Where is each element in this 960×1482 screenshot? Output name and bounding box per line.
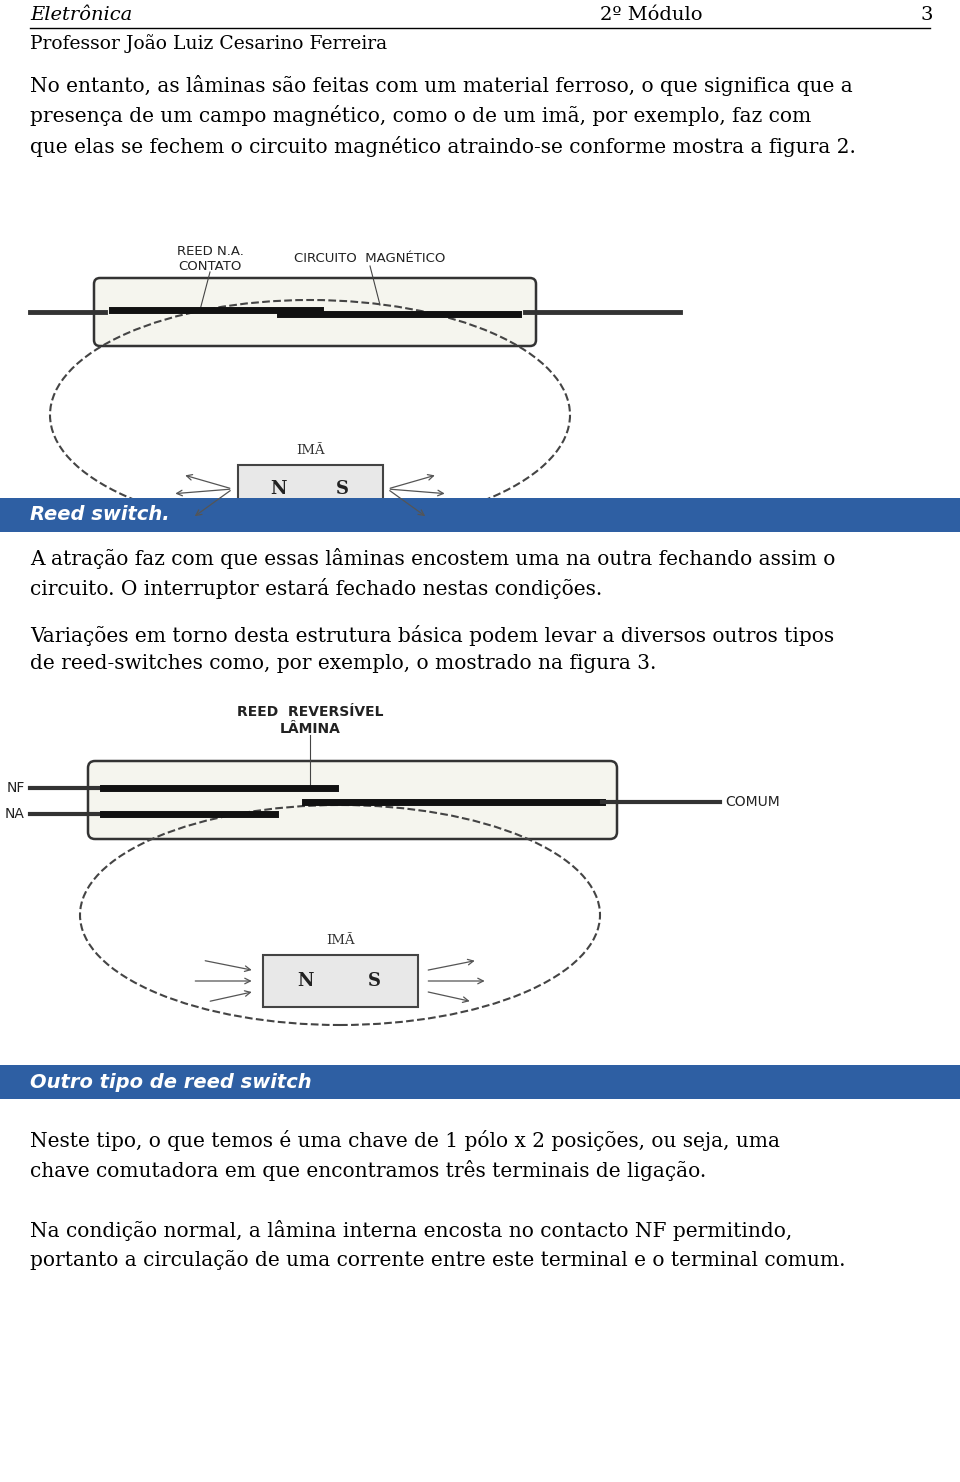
Text: N: N — [298, 972, 314, 990]
Bar — [0, 1066, 960, 1100]
Text: No entanto, as lâminas são feitas com um material ferroso, o que significa que a: No entanto, as lâminas são feitas com um… — [30, 76, 856, 157]
FancyBboxPatch shape — [88, 760, 617, 839]
Text: S: S — [368, 972, 380, 990]
Text: Na condição normal, a lâmina interna encosta no contacto NF permitindo,
portanto: Na condição normal, a lâmina interna enc… — [30, 1220, 846, 1270]
Text: Variações em torno desta estrutura básica podem levar a diversos outros tipos
de: Variações em torno desta estrutura básic… — [30, 625, 834, 673]
Text: S: S — [335, 480, 348, 498]
Text: LÂMINA: LÂMINA — [279, 722, 341, 737]
Text: NA: NA — [5, 808, 25, 821]
Text: REED N.A.: REED N.A. — [177, 245, 244, 258]
Text: Neste tipo, o que temos é uma chave de 1 pólo x 2 posições, ou seja, uma
chave c: Neste tipo, o que temos é uma chave de 1… — [30, 1129, 780, 1181]
Text: REED  REVERSÍVEL: REED REVERSÍVEL — [237, 705, 383, 719]
FancyBboxPatch shape — [94, 279, 536, 345]
Text: IMÃ: IMÃ — [296, 445, 324, 456]
Text: Outro tipo de reed switch: Outro tipo de reed switch — [30, 1073, 312, 1092]
Text: Reed switch.: Reed switch. — [30, 505, 170, 525]
Text: IMÃ: IMÃ — [325, 934, 354, 947]
Text: NF: NF — [7, 781, 25, 794]
Text: CONTATO: CONTATO — [179, 259, 242, 273]
Text: N: N — [270, 480, 286, 498]
Bar — [0, 498, 960, 532]
Bar — [237, 465, 382, 513]
Text: Eletrônica: Eletrônica — [30, 6, 132, 24]
Text: CIRCUITO  MAGNÉTICO: CIRCUITO MAGNÉTICO — [295, 252, 445, 265]
Text: A atração faz com que essas lâminas encostem uma na outra fechando assim o
circu: A atração faz com que essas lâminas enco… — [30, 548, 835, 599]
Text: COMUM: COMUM — [725, 794, 780, 809]
Text: 2º Módulo: 2º Módulo — [600, 6, 703, 24]
Bar — [262, 954, 418, 1006]
Text: 3: 3 — [920, 6, 932, 24]
Text: Professor João Luiz Cesarino Ferreira: Professor João Luiz Cesarino Ferreira — [30, 34, 387, 53]
